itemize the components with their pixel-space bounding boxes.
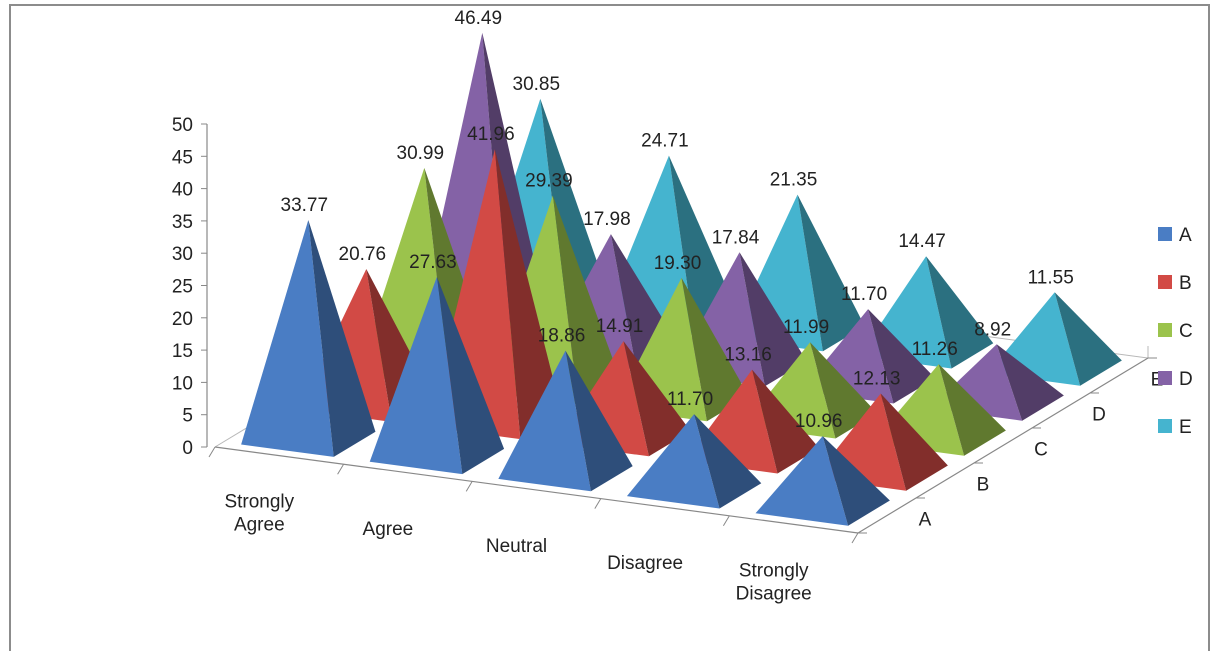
data-label: 24.71	[641, 131, 689, 152]
legend-label: E	[1179, 417, 1192, 438]
z-tick-label: A	[919, 510, 932, 531]
x-tick-mark	[465, 481, 473, 492]
x-tick-label: Agree	[363, 519, 414, 540]
data-label: 27.63	[409, 252, 457, 273]
data-label: 11.26	[912, 339, 958, 360]
data-label: 30.99	[397, 143, 445, 164]
data-label: 11.55	[1028, 267, 1074, 288]
legend-label: D	[1179, 369, 1193, 390]
legend-label: A	[1179, 225, 1192, 246]
legend: A B C D E	[1158, 225, 1193, 438]
x-tick-label: Strongly Agree	[224, 492, 294, 536]
y-tick-label: 0	[182, 438, 193, 459]
x-tick-label: Strongly Disagree	[736, 560, 812, 604]
data-label: 17.98	[583, 209, 631, 230]
data-label: 21.35	[770, 170, 818, 191]
z-tick-label: C	[1034, 440, 1048, 461]
y-tick-label: 5	[182, 406, 193, 427]
z-tick-label: D	[1092, 405, 1106, 426]
legend-swatch	[1158, 419, 1172, 433]
y-tick-label: 30	[172, 244, 193, 265]
x-tick-mark	[337, 463, 345, 475]
data-label: 14.91	[596, 316, 644, 337]
y-tick-label: 10	[172, 373, 193, 394]
legend-swatch	[1158, 227, 1172, 241]
data-label: 14.47	[898, 231, 946, 252]
data-label: 17.84	[712, 227, 760, 248]
y-tick-label: 50	[172, 115, 193, 136]
x-tick-label: Neutral	[486, 536, 547, 557]
data-label: 8.92	[974, 319, 1011, 340]
legend-swatch	[1158, 371, 1172, 385]
data-label: 11.70	[667, 389, 713, 410]
legend-swatch	[1158, 323, 1172, 337]
data-label: 20.76	[339, 244, 387, 265]
pyramid-A-0	[241, 219, 376, 457]
data-label: 33.77	[281, 195, 329, 216]
z-axis-line	[857, 357, 1149, 534]
legend-label: B	[1179, 273, 1192, 294]
x-tick-mark	[851, 532, 859, 544]
data-label: 11.70	[841, 284, 887, 305]
data-label: 46.49	[455, 8, 503, 29]
legend-swatch	[1158, 275, 1172, 289]
x-tick-mark	[208, 446, 216, 458]
legend-label: C	[1179, 321, 1193, 342]
data-label: 10.96	[795, 411, 843, 432]
x-tick-mark	[594, 498, 602, 509]
chart-marks	[241, 32, 1122, 526]
y-tick-label: 45	[172, 147, 193, 168]
data-label: 30.85	[513, 74, 561, 95]
z-tick-label: B	[977, 475, 990, 496]
data-label: 18.86	[538, 326, 586, 347]
x-axis-line	[214, 446, 859, 534]
data-label: 11.99	[783, 317, 829, 338]
pyramid-A-2	[498, 350, 633, 492]
data-label: 41.96	[467, 124, 515, 145]
x-tick-mark	[722, 515, 730, 527]
y-tick-label: 20	[172, 309, 193, 330]
pyramid-A-4	[755, 436, 890, 526]
data-label: 12.13	[853, 369, 901, 390]
pyramid-A-1	[369, 276, 505, 475]
data-label: 19.30	[654, 253, 702, 274]
y-tick-label: 15	[172, 341, 193, 362]
data-label: 29.39	[525, 170, 573, 191]
y-tick-label: 40	[172, 180, 193, 201]
x-tick-label: Disagree	[607, 553, 683, 574]
pyramid-A-3	[626, 414, 762, 509]
y-tick-label: 35	[172, 212, 193, 233]
y-tick-label: 25	[172, 277, 193, 298]
data-labels: 30.85 24.71 21.35 14.47 11.55 46.49 17.98 17.84…	[281, 8, 1074, 432]
data-label: 13.16	[724, 345, 772, 366]
